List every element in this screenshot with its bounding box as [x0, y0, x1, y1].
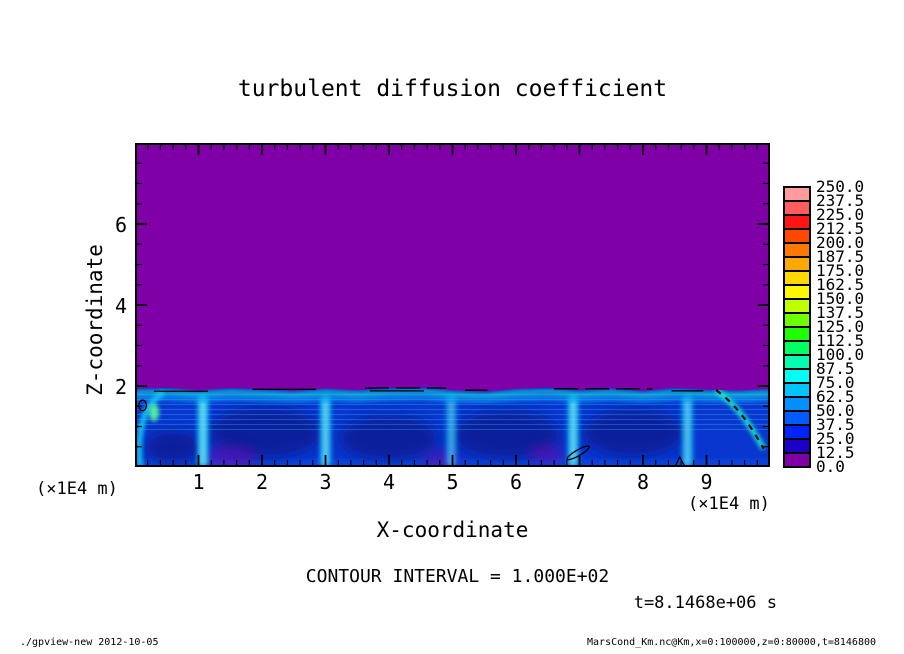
colorbar-tick-label: 125.0 — [816, 317, 865, 336]
colorbar-tick-label: 37.5 — [816, 415, 855, 434]
colorbar-tick-label: 237.5 — [816, 191, 865, 210]
colorbar-tick-label: 175.0 — [816, 261, 865, 280]
colorbar-tick-label: 112.5 — [816, 331, 865, 350]
x-unit-label-left: (×1E4 m) — [36, 479, 118, 499]
footer-data-source: MarsCond_Km.nc@Km,x=0:100000,z=0:80000,t… — [587, 637, 876, 648]
colorbar-tick-label: 87.5 — [816, 359, 855, 378]
x-tick-label: 7 — [573, 470, 586, 494]
colorbar-tick-label: 162.5 — [816, 275, 865, 294]
x-tick-label: 5 — [446, 470, 459, 494]
x-unit-label-right: (×1E4 m) — [688, 494, 770, 514]
colorbar-tick-label: 150.0 — [816, 289, 865, 308]
colorbar-tick-label: 50.0 — [816, 401, 855, 420]
colorbar-tick-label: 75.0 — [816, 373, 855, 392]
colorbar-tick-label: 250.0 — [816, 177, 865, 196]
x-tick-label: 1 — [192, 470, 205, 494]
colorbar-tick-label: 200.0 — [816, 233, 865, 252]
colorbar-tick-label: 137.5 — [816, 303, 865, 322]
x-tick-label: 3 — [319, 470, 332, 494]
colorbar-tick-label: 225.0 — [816, 205, 865, 224]
colorbar — [782, 185, 812, 473]
colorbar-tick-label: 187.5 — [816, 247, 865, 266]
x-tick-label: 4 — [382, 470, 396, 494]
colorbar-tick-label: 62.5 — [816, 387, 855, 406]
x-tick-label: 2 — [255, 470, 269, 494]
page-title: turbulent diffusion coefficient — [237, 76, 668, 102]
colorbar-tick-label: 12.5 — [816, 443, 855, 462]
x-axis-label: X-coordinate — [376, 518, 529, 542]
colorbar-tick-label: 0.0 — [816, 457, 845, 476]
contour-interval-note: CONTOUR INTERVAL = 1.000E+02 — [305, 566, 610, 587]
colorbar-tick-label: 100.0 — [816, 345, 865, 364]
colorbar-tick-label: 212.5 — [816, 219, 865, 238]
time-stamp: t=8.1468e+06 s — [633, 593, 777, 613]
x-tick-label: 8 — [636, 470, 650, 494]
footer-program-version: ./gpview-new 2012-10-05 — [20, 637, 159, 648]
heatmap-plot-area — [135, 143, 770, 467]
colorbar-tick-label: 25.0 — [816, 429, 855, 448]
y-tick-label: 4 — [114, 294, 127, 318]
y-tick-label: 6 — [114, 213, 127, 237]
y-tick-label: 2 — [114, 375, 127, 399]
x-tick-label: 6 — [509, 470, 523, 494]
x-tick-label: 9 — [700, 470, 713, 494]
